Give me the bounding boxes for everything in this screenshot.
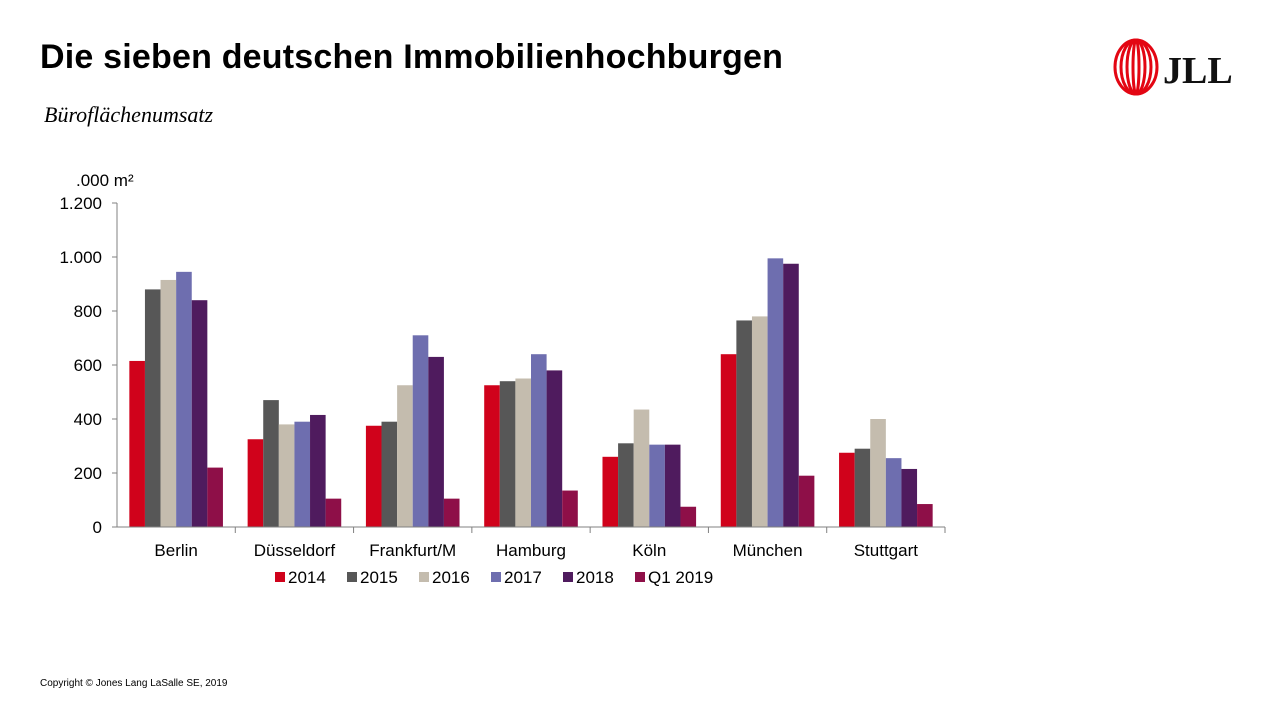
legend-item: 2016 <box>419 568 470 587</box>
axes <box>116 203 946 533</box>
bar <box>365 425 382 527</box>
bar <box>412 335 429 527</box>
x-tick-label: Frankfurt/M <box>369 541 456 560</box>
slide-subtitle: Büroflächenumsatz <box>44 102 214 127</box>
jll-swirl-icon <box>1113 38 1159 96</box>
y-tick-label: 800 <box>74 302 102 321</box>
bar <box>428 356 444 527</box>
bar <box>720 354 737 527</box>
y-tick-label: 200 <box>74 464 102 483</box>
legend-swatch <box>419 572 429 582</box>
bar <box>664 444 681 527</box>
bar <box>397 385 413 527</box>
bar <box>901 468 918 527</box>
legend: 2014 2015 2016 2017 2018 Q1 2019 <box>275 568 713 587</box>
bar <box>263 400 279 527</box>
bar <box>381 421 398 527</box>
legend-item: 2014 <box>275 568 326 587</box>
legend-swatch <box>563 572 573 582</box>
y-tick-label: 0 <box>93 518 102 537</box>
bar <box>736 320 752 527</box>
legend-label: 2014 <box>288 568 326 587</box>
y-tick-label: 400 <box>74 410 102 429</box>
jll-logo-text: JLL <box>1163 50 1233 92</box>
bar <box>767 258 784 527</box>
bar <box>247 439 264 527</box>
legend-swatch <box>347 572 357 582</box>
legend-label: 2018 <box>576 568 614 587</box>
legend-item: 2018 <box>563 568 614 587</box>
bar <box>325 498 342 527</box>
bar <box>129 360 145 527</box>
legend-item: 2017 <box>491 568 542 587</box>
bar <box>176 271 192 527</box>
y-axis-ticks: 0 200 400 600 800 1.000 1.200 <box>59 194 117 537</box>
bar <box>618 443 634 527</box>
legend-label: 2016 <box>432 568 470 587</box>
bar <box>649 444 665 527</box>
jll-logo: JLL <box>1113 38 1233 96</box>
legend-swatch <box>635 572 645 582</box>
legend-label: 2015 <box>360 568 398 587</box>
legend-label: 2017 <box>504 568 542 587</box>
bar-chart: .000 m² 0 200 400 600 800 1.000 1.200 Berlin Dü… <box>59 171 946 587</box>
y-tick-label: 1.000 <box>59 248 102 267</box>
x-tick-label: Hamburg <box>496 541 566 560</box>
bar <box>207 467 223 527</box>
y-tick-label: 1.200 <box>59 194 102 213</box>
bar <box>531 354 547 527</box>
x-axis-labels: Berlin Düsseldorf Frankfurt/M Hamburg Köln Mü… <box>154 541 918 560</box>
bar <box>870 419 886 527</box>
bar <box>160 279 177 527</box>
x-tick-label: Stuttgart <box>854 541 919 560</box>
bar <box>783 263 799 527</box>
bar <box>484 385 500 527</box>
bar <box>546 370 563 527</box>
bar <box>917 504 933 527</box>
bar <box>751 316 768 527</box>
bar <box>854 448 871 527</box>
legend-swatch <box>491 572 501 582</box>
legend-item: Q1 2019 <box>635 568 713 587</box>
legend-item: 2015 <box>347 568 398 587</box>
x-tick-label: Köln <box>632 541 666 560</box>
bar <box>144 289 161 527</box>
bar <box>310 414 326 527</box>
slide-title: Die sieben deutschen Immobilienhochburge… <box>40 38 784 76</box>
bar <box>633 409 650 527</box>
x-tick-label: München <box>733 541 803 560</box>
bars <box>129 258 933 527</box>
bar <box>294 421 311 527</box>
bar <box>562 490 578 527</box>
bar <box>602 456 619 527</box>
legend-label: Q1 2019 <box>648 568 713 587</box>
bar <box>798 475 815 527</box>
bar <box>191 300 208 527</box>
bar <box>443 498 460 527</box>
copyright-text: Copyright © Jones Lang LaSalle SE, 2019 <box>40 678 228 689</box>
bar <box>499 381 516 527</box>
bar <box>515 378 531 527</box>
x-tick-label: Berlin <box>154 541 197 560</box>
bar <box>680 506 697 527</box>
legend-swatch <box>275 572 285 582</box>
x-tick-label: Düsseldorf <box>254 541 336 560</box>
bar <box>839 452 855 527</box>
y-tick-label: 600 <box>74 356 102 375</box>
bar <box>278 424 295 527</box>
bar <box>885 458 902 527</box>
y-axis-label: .000 m² <box>76 171 134 190</box>
